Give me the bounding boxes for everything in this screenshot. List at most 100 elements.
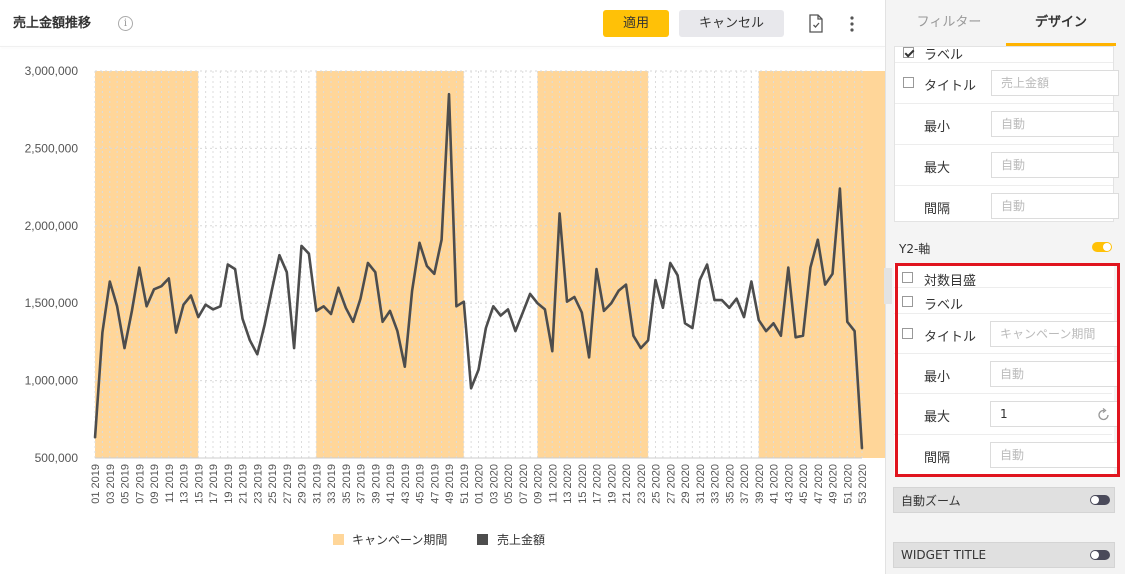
data-point (625, 283, 627, 286)
x-tick-label: 17 2019 (208, 464, 220, 504)
data-point (492, 305, 495, 308)
data-point (374, 271, 377, 274)
x-tick-label: 33 2020 (710, 464, 722, 504)
y1-title-input[interactable]: 売上金額 (991, 70, 1119, 96)
data-point (536, 302, 539, 304)
widget-title-toggle[interactable] (1090, 550, 1110, 560)
x-tick-label: 41 2020 (769, 464, 781, 504)
data-point (167, 277, 170, 280)
info-icon[interactable]: i (118, 16, 133, 31)
y1-min-input[interactable]: 自動 (991, 111, 1119, 137)
data-point (780, 334, 782, 337)
data-point (728, 307, 731, 309)
data-point (234, 268, 236, 270)
data-point (802, 334, 804, 337)
x-tick-label: 09 2020 (533, 464, 545, 504)
x-tick-label: 11 2020 (547, 464, 559, 503)
y2-title-text: タイトル (924, 330, 977, 345)
data-point (278, 254, 281, 257)
data-point (433, 272, 436, 275)
x-tick-label: 13 2019 (179, 464, 191, 504)
y2-label-checkbox[interactable] (902, 296, 913, 307)
x-tick-label: 19 2019 (223, 464, 235, 504)
y2-title-input[interactable]: キャンペーン期間 (990, 321, 1118, 347)
x-tick-label: 03 2019 (105, 464, 117, 504)
y2-max-row: 最大 1 (894, 394, 1118, 435)
y2-axis-card: 対数目盛 ラベル タイトル キャンペーン期間 最小 自動 最大 1 (894, 264, 1118, 474)
x-tick-label: 39 2019 (370, 464, 382, 504)
data-point (743, 316, 745, 318)
y2-log-checkbox[interactable] (902, 272, 913, 283)
y2-max-input[interactable]: 1 (990, 401, 1118, 427)
y2-min-input[interactable]: 自動 (990, 361, 1118, 387)
more-vertical-icon[interactable] (840, 14, 860, 34)
y1-interval-input[interactable]: 自動 (991, 193, 1119, 219)
data-point (359, 297, 362, 300)
data-point (145, 305, 148, 308)
y2-title-checkbox[interactable] (902, 328, 913, 339)
tab-design[interactable]: デザイン (1006, 0, 1116, 46)
data-point (204, 303, 207, 306)
line-chart: 3,000,000 2,500,000 2,000,000 1,500,000 1,00… (25, 64, 885, 547)
panel-collapse-handle[interactable] (884, 268, 892, 304)
x-axis-ticks: 01 2019 03 2019 05 2019 07 2019 09 2019 11 20… (90, 464, 869, 504)
reset-icon[interactable] (1097, 408, 1111, 422)
data-point (853, 330, 856, 332)
y-axis-ticks: 3,000,000 2,500,000 2,000,000 1,500,000 1,00… (25, 64, 79, 465)
apply-button[interactable]: 適用 (603, 10, 669, 37)
x-tick-label: 29 2019 (297, 464, 309, 504)
data-point (558, 212, 561, 215)
x-tick-label: 41 2019 (385, 464, 397, 504)
data-point (300, 245, 303, 247)
y2-axis-toggle[interactable] (1092, 242, 1112, 252)
x-tick-label: 05 2020 (503, 464, 515, 504)
data-point (603, 310, 605, 312)
auto-zoom-toggle[interactable] (1090, 495, 1110, 505)
data-point (403, 365, 406, 368)
y2-interval-row: 間隔 自動 (894, 435, 1118, 474)
y2-title-row: タイトル キャンペーン期間 (894, 314, 1118, 354)
widget-title: 売上金額推移 (13, 16, 92, 31)
x-tick-label: 09 2019 (149, 464, 161, 504)
data-point (123, 347, 126, 349)
y2-min-row: 最小 自動 (894, 354, 1118, 394)
y1-max-input[interactable]: 自動 (991, 152, 1119, 178)
data-point (529, 293, 531, 295)
x-tick-label: 29 2020 (680, 464, 692, 504)
data-point (293, 347, 295, 349)
data-point (108, 280, 111, 283)
data-point (772, 322, 775, 325)
data-point (735, 297, 738, 300)
x-tick-label: 49 2020 (828, 464, 840, 504)
y1-max-row: 最大 自動 (895, 145, 1119, 186)
y1-title-checkbox[interactable] (903, 77, 914, 88)
x-tick-label: 31 2019 (311, 464, 323, 504)
x-tick-label: 03 2020 (488, 464, 500, 504)
x-tick-label: 21 2019 (238, 464, 250, 504)
data-point (418, 242, 421, 244)
x-tick-label: 45 2020 (798, 464, 810, 504)
x-tick-label: 33 2019 (326, 464, 338, 504)
data-point (816, 238, 819, 241)
y1-title-text: タイトル (924, 79, 977, 94)
cancel-button[interactable]: キャンセル (679, 10, 784, 37)
data-point (691, 327, 694, 329)
data-point (610, 302, 613, 304)
x-tick-label: 01 2019 (90, 464, 102, 504)
y2-interval-input[interactable]: 自動 (990, 442, 1118, 468)
y2-max-text: 最大 (924, 410, 951, 425)
data-point (499, 314, 502, 317)
data-point (639, 347, 642, 349)
data-point (654, 279, 657, 281)
data-point (573, 296, 576, 298)
x-tick-label: 47 2019 (429, 464, 441, 504)
data-point (197, 316, 200, 318)
export-file-icon[interactable] (808, 14, 824, 33)
y2-label-text: ラベル (924, 298, 964, 313)
data-point (647, 339, 649, 342)
y1-label-checkbox[interactable] (903, 47, 914, 58)
data-point (485, 327, 487, 329)
tab-filter[interactable]: フィルター (916, 15, 982, 30)
data-point (669, 262, 672, 264)
data-point (588, 356, 590, 359)
